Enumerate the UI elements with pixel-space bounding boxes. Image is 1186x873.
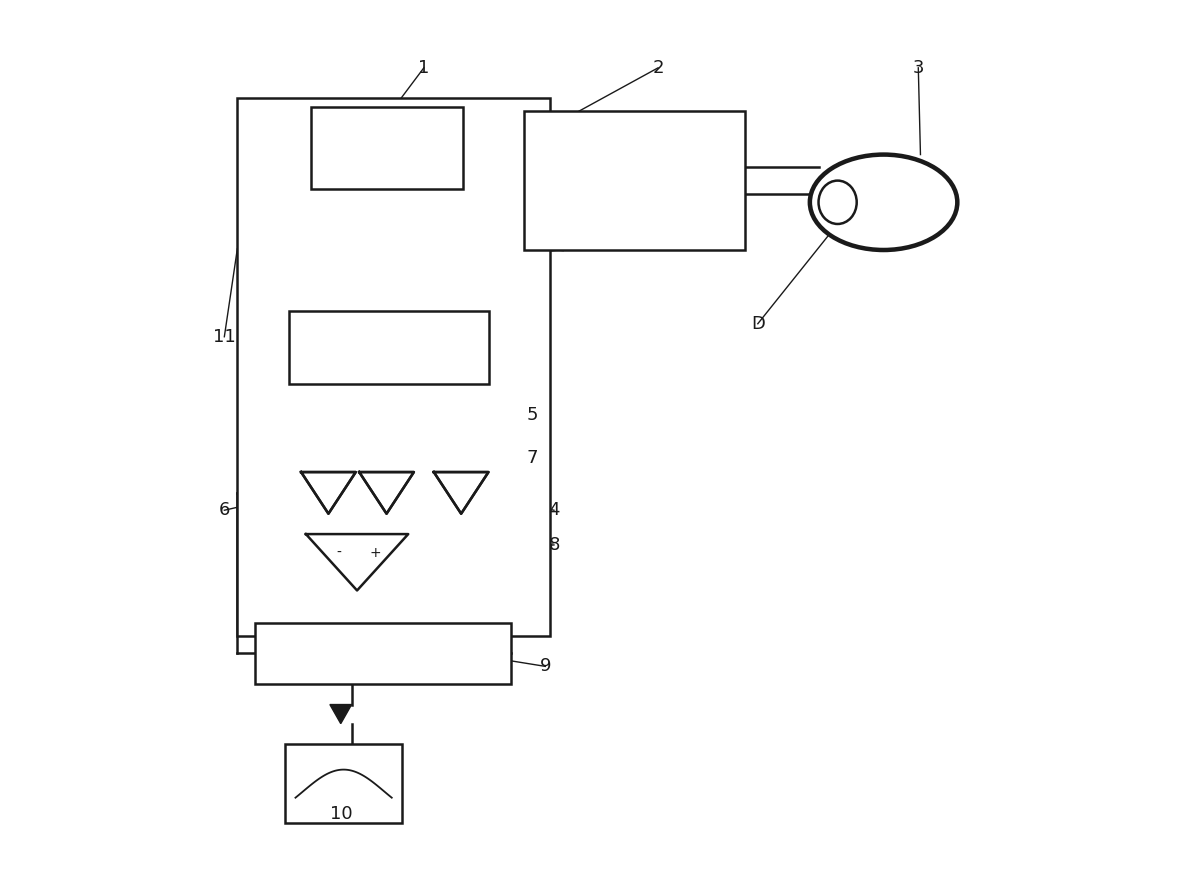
Bar bbox=[285, 745, 402, 822]
Bar bbox=[255, 623, 511, 684]
Polygon shape bbox=[306, 534, 408, 590]
Ellipse shape bbox=[810, 155, 957, 250]
Polygon shape bbox=[359, 472, 414, 513]
Text: 5: 5 bbox=[527, 406, 538, 423]
Text: 8: 8 bbox=[548, 536, 560, 554]
Text: 11: 11 bbox=[213, 327, 236, 346]
Text: +: + bbox=[370, 546, 382, 560]
Text: 9: 9 bbox=[540, 657, 551, 676]
Text: -: - bbox=[336, 546, 340, 560]
Bar bbox=[311, 107, 463, 189]
Text: 4: 4 bbox=[548, 501, 560, 519]
Text: 10: 10 bbox=[330, 805, 352, 823]
Bar bbox=[523, 111, 745, 250]
Bar bbox=[237, 98, 549, 636]
Polygon shape bbox=[301, 472, 356, 513]
Text: 6: 6 bbox=[218, 501, 230, 519]
Ellipse shape bbox=[818, 181, 856, 224]
Text: 1: 1 bbox=[419, 58, 429, 77]
Polygon shape bbox=[330, 705, 351, 724]
Text: D: D bbox=[751, 315, 765, 333]
Text: 2: 2 bbox=[652, 58, 664, 77]
Bar bbox=[289, 311, 489, 384]
Text: 7: 7 bbox=[527, 450, 538, 467]
Text: 3: 3 bbox=[912, 58, 924, 77]
Polygon shape bbox=[434, 472, 489, 513]
